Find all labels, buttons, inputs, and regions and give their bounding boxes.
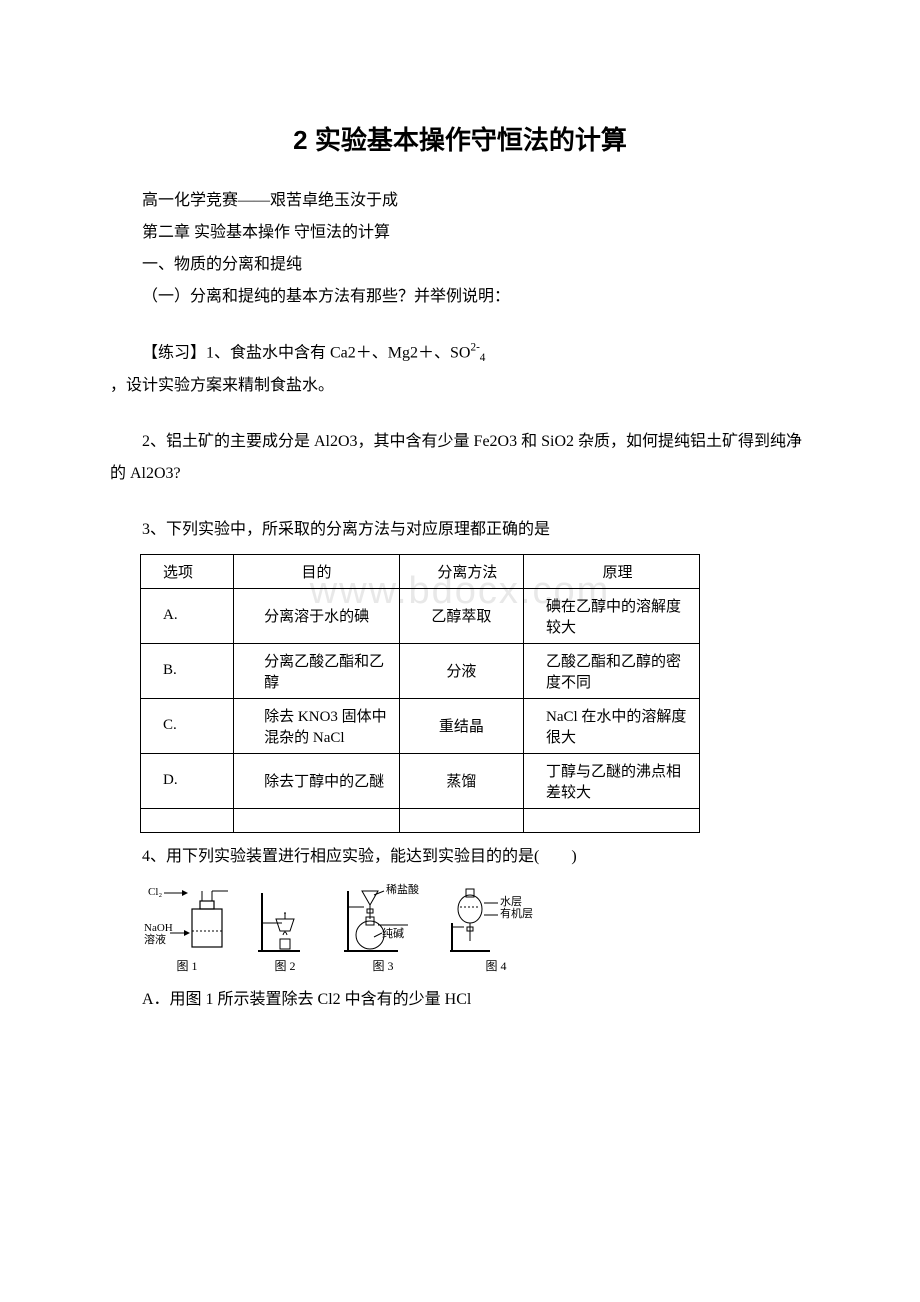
figure-3: 稀盐酸 纯碱 图 3 <box>338 883 428 974</box>
table-row: A. 分离溶于水的碘 乙醇萃取 碘在乙醇中的溶解度较大 <box>141 588 700 643</box>
figure-row: Cl₂ NaOH 溶液 图 1 <box>142 883 810 974</box>
cell-a-opt: A. <box>141 588 234 643</box>
cell-a-purpose: 分离溶于水的碘 <box>234 588 400 643</box>
exercise-1-line1: 【练习】1、食盐水中含有 Ca2＋、Mg2＋、SO2-4 <box>110 337 810 370</box>
fig3-label: 图 3 <box>372 957 393 974</box>
fig3-acid-label: 稀盐酸 <box>386 883 419 896</box>
so4-charge: 2- <box>470 342 479 354</box>
fig4-water-label: 水层 <box>500 895 522 908</box>
cell-d-method: 蒸馏 <box>399 753 523 808</box>
th-option: 选项 <box>141 554 234 588</box>
table-row: B. 分离乙酸乙酯和乙醇 分液 乙酸乙酯和乙醇的密度不同 <box>141 643 700 698</box>
method-table: 选项 目的 分离方法 原理 A. 分离溶于水的碘 乙醇萃取 碘在乙醇中的溶解度较… <box>140 554 700 833</box>
exercise-3: 3、下列实验中，所采取的分离方法与对应原理都正确的是 <box>110 514 810 546</box>
document-body: 2 实验基本操作守恒法的计算 高一化学竞赛——艰苦卓绝玉汝于成 第二章 实验基本… <box>110 120 810 1016</box>
fig4-organic-label: 有机层 <box>500 906 533 920</box>
fig1-cl2-label: Cl₂ <box>148 886 162 898</box>
line-3: 一、物质的分离和提纯 <box>110 249 810 281</box>
table-row: D. 除去丁醇中的乙醚 蒸馏 丁醇与乙醚的沸点相差较大 <box>141 753 700 808</box>
cell-d-opt: D. <box>141 753 234 808</box>
line-2: 第二章 实验基本操作 守恒法的计算 <box>110 217 810 249</box>
table-header-row: 选项 目的 分离方法 原理 <box>141 554 700 588</box>
line-1: 高一化学竞赛——艰苦卓绝玉汝于成 <box>110 185 810 217</box>
fig4-label: 图 4 <box>485 957 506 974</box>
so4-sub: 4 <box>480 353 486 365</box>
cell-b-purpose: 分离乙酸乙酯和乙醇 <box>234 643 400 698</box>
table-row-empty <box>141 808 700 832</box>
apparatus-1-icon: Cl₂ NaOH 溶液 <box>142 883 232 955</box>
th-purpose: 目的 <box>234 554 400 588</box>
cell-c-opt: C. <box>141 698 234 753</box>
cell-a-principle: 碘在乙醇中的溶解度较大 <box>524 588 700 643</box>
fig1-naoh-label: NaOH <box>144 922 173 934</box>
apparatus-4-icon: 水层 有机层 <box>446 883 546 955</box>
exercise-2: 2、铝土矿的主要成分是 Al2O3，其中含有少量 Fe2O3 和 SiO2 杂质… <box>110 426 810 490</box>
cell-a-method: 乙醇萃取 <box>399 588 523 643</box>
cell-b-principle: 乙酸乙酯和乙醇的密度不同 <box>524 643 700 698</box>
cell-c-method: 重结晶 <box>399 698 523 753</box>
exercise-4: 4、用下列实验装置进行相应实验，能达到实验目的的是( ) <box>110 841 810 873</box>
page-title: 2 实验基本操作守恒法的计算 <box>110 120 810 157</box>
fig1-sol-label: 溶液 <box>144 932 166 946</box>
apparatus-3-icon: 稀盐酸 纯碱 <box>338 883 428 955</box>
fig2-label: 图 2 <box>274 957 295 974</box>
cell-b-method: 分液 <box>399 643 523 698</box>
so4-ion: 2-4 <box>470 344 485 361</box>
cell-d-principle: 丁醇与乙醚的沸点相差较大 <box>524 753 700 808</box>
fig3-soda-label: 纯碱 <box>382 927 404 940</box>
cell-c-purpose: 除去 KNO3 固体中混杂的 NaCl <box>234 698 400 753</box>
option-a: A．用图 1 所示装置除去 Cl2 中含有的少量 HCl <box>110 984 810 1016</box>
cell-d-purpose: 除去丁醇中的乙醚 <box>234 753 400 808</box>
exercise-1-line2: ，设计实验方案来精制食盐水。 <box>110 370 810 402</box>
th-principle: 原理 <box>524 554 700 588</box>
figure-4: 水层 有机层 图 4 <box>446 883 546 974</box>
cell-c-principle: NaCl 在水中的溶解度很大 <box>524 698 700 753</box>
line-4: （一）分离和提纯的基本方法有那些？并举例说明： <box>110 281 810 313</box>
fig1-label: 图 1 <box>176 957 197 974</box>
figure-1: Cl₂ NaOH 溶液 图 1 <box>142 883 232 974</box>
figure-2: 图 2 <box>250 883 320 974</box>
ex1-text: 【练习】1、食盐水中含有 Ca2＋、Mg2＋、SO <box>142 344 470 361</box>
table-row: C. 除去 KNO3 固体中混杂的 NaCl 重结晶 NaCl 在水中的溶解度很… <box>141 698 700 753</box>
cell-b-opt: B. <box>141 643 234 698</box>
apparatus-2-icon <box>250 883 320 955</box>
th-method: 分离方法 <box>399 554 523 588</box>
